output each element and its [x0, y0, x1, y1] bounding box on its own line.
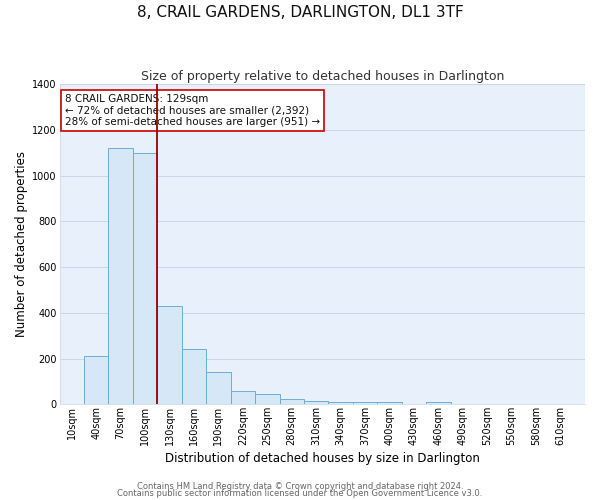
Bar: [109, 148, 133, 405]
Bar: [255, 394, 280, 404]
Bar: [304, 401, 328, 404]
Title: Size of property relative to detached houses in Darlington: Size of property relative to detached ho…: [140, 70, 504, 83]
Bar: [206, 372, 230, 404]
X-axis label: Distribution of detached houses by size in Darlington: Distribution of detached houses by size …: [165, 452, 480, 465]
Text: 8 CRAIL GARDENS: 129sqm
← 72% of detached houses are smaller (2,392)
28% of semi: 8 CRAIL GARDENS: 129sqm ← 72% of detache…: [65, 94, 320, 127]
Text: Contains HM Land Registry data © Crown copyright and database right 2024.: Contains HM Land Registry data © Crown c…: [137, 482, 463, 491]
Bar: [377, 402, 402, 404]
Bar: [353, 402, 377, 404]
Bar: [157, 306, 182, 404]
Bar: [133, 153, 157, 405]
Bar: [230, 390, 255, 404]
Bar: [426, 402, 451, 404]
Bar: [280, 398, 304, 404]
Bar: [182, 350, 206, 405]
Bar: [84, 356, 109, 405]
Bar: [328, 402, 353, 404]
Text: 8, CRAIL GARDENS, DARLINGTON, DL1 3TF: 8, CRAIL GARDENS, DARLINGTON, DL1 3TF: [137, 5, 463, 20]
Text: Contains public sector information licensed under the Open Government Licence v3: Contains public sector information licen…: [118, 489, 482, 498]
Y-axis label: Number of detached properties: Number of detached properties: [15, 151, 28, 337]
